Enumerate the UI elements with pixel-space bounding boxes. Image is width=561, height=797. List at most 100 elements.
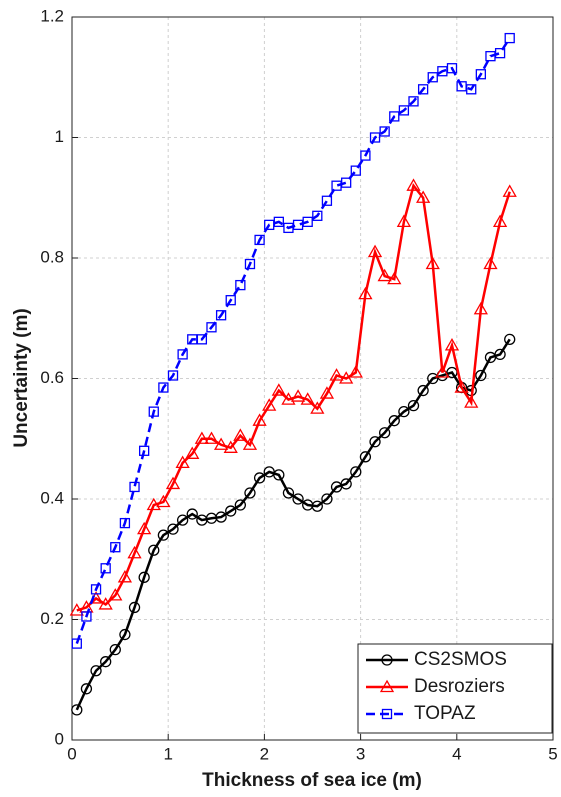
marker: [311, 500, 323, 512]
marker: [128, 601, 141, 614]
marker: [398, 405, 410, 418]
marker: [206, 322, 217, 333]
marker: [253, 472, 266, 484]
marker: [340, 478, 352, 490]
marker: [377, 268, 392, 282]
marker: [359, 451, 372, 463]
marker: [408, 96, 419, 107]
marker: [271, 383, 286, 396]
marker: [165, 476, 181, 490]
x-tick-label: 2: [260, 744, 269, 763]
marker: [494, 48, 506, 59]
y-tick-label: 0.8: [40, 247, 64, 266]
marker: [81, 611, 92, 622]
marker: [71, 638, 82, 649]
marker: [329, 368, 344, 381]
marker: [117, 570, 133, 583]
marker: [387, 271, 402, 285]
marker: [312, 210, 323, 221]
marker: [282, 487, 295, 499]
marker: [360, 150, 371, 161]
marker: [273, 216, 284, 228]
marker: [407, 399, 420, 412]
marker: [175, 455, 190, 468]
marker: [273, 469, 285, 481]
marker: [435, 365, 450, 378]
plot-frame: [71, 16, 554, 741]
marker: [244, 487, 256, 499]
marker: [369, 132, 381, 143]
marker: [464, 395, 479, 408]
marker: [300, 392, 315, 405]
marker: [98, 597, 113, 610]
marker: [379, 126, 390, 137]
marker: [244, 258, 256, 270]
marker: [444, 338, 460, 351]
marker: [109, 643, 121, 656]
marker: [167, 370, 179, 381]
marker: [502, 184, 517, 197]
marker: [381, 708, 393, 720]
y-tick-label: 1.2: [40, 6, 64, 25]
marker: [137, 521, 152, 535]
marker: [148, 406, 159, 417]
x-axis-label: Thickness of sea ice (m): [202, 770, 422, 791]
marker: [225, 505, 237, 517]
marker: [416, 190, 431, 203]
marker: [138, 571, 150, 583]
marker: [473, 301, 488, 315]
marker: [100, 563, 111, 574]
marker: [475, 69, 487, 80]
marker: [292, 493, 304, 505]
marker: [350, 165, 361, 176]
marker: [71, 704, 83, 716]
marker: [339, 371, 354, 384]
marker: [138, 445, 150, 456]
marker: [69, 603, 84, 616]
marker: [186, 508, 198, 520]
marker: [367, 244, 383, 258]
marker: [454, 380, 469, 393]
marker: [483, 256, 498, 270]
x-tick-label: 0: [67, 744, 76, 763]
marker: [494, 348, 506, 361]
marker: [341, 177, 352, 188]
x-tick-label: 4: [452, 744, 461, 763]
marker: [129, 481, 140, 493]
marker: [108, 588, 123, 601]
marker: [235, 279, 246, 291]
legend-label: Desroziers: [414, 676, 505, 697]
marker: [215, 511, 227, 523]
y-tick-label: 0: [55, 729, 64, 748]
marker: [262, 398, 277, 411]
y-tick-label: 1: [55, 127, 64, 146]
marker: [119, 628, 131, 641]
marker: [176, 514, 189, 526]
marker: [492, 214, 508, 227]
marker: [350, 466, 362, 478]
y-tick-label: 0.6: [40, 368, 64, 387]
marker: [302, 216, 313, 228]
marker: [234, 499, 247, 511]
marker: [225, 295, 236, 306]
marker: [389, 111, 400, 122]
marker: [504, 333, 516, 345]
marker: [156, 494, 171, 508]
marker: [196, 334, 208, 345]
marker: [319, 386, 335, 399]
marker: [425, 256, 440, 270]
marker: [417, 384, 429, 397]
marker: [167, 523, 179, 535]
marker: [406, 178, 421, 191]
marker: [321, 493, 333, 505]
y-tick-label: 0.2: [40, 609, 64, 628]
marker: [80, 683, 93, 695]
x-tick-label: 1: [163, 744, 172, 763]
marker: [215, 310, 227, 321]
marker: [90, 665, 102, 677]
marker: [146, 497, 161, 511]
marker: [446, 63, 458, 74]
series-line: [75, 37, 511, 645]
marker: [378, 427, 391, 439]
marker: [90, 584, 102, 595]
